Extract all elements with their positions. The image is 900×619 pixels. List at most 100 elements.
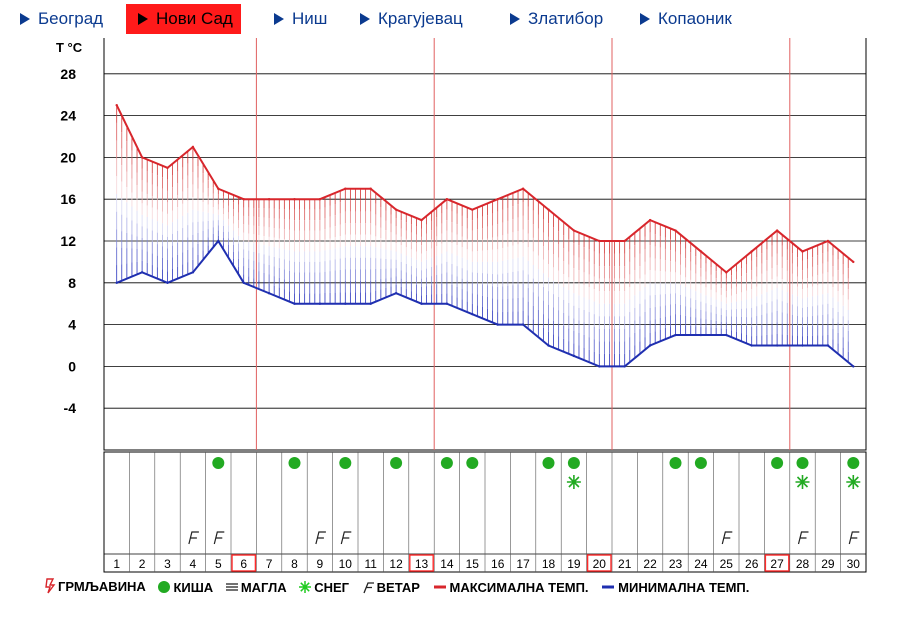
wind-icon: [363, 582, 374, 594]
legend-rain-label: КИША: [173, 579, 214, 595]
max-temp-point: [445, 198, 449, 201]
min-temp-line: [116, 239, 854, 368]
day-label: 30: [847, 557, 861, 571]
max-temp-point: [699, 250, 703, 253]
fog-icon: [225, 583, 238, 591]
max-temp-point: [521, 187, 525, 190]
day-label: 20: [593, 557, 607, 571]
tab-novi-sad[interactable]: Нови Сад: [126, 4, 241, 34]
max-temp-point: [725, 271, 728, 274]
day-label: 10: [339, 557, 353, 571]
day-label: 18: [542, 557, 556, 571]
min-temp-point: [166, 281, 169, 284]
day-label: 16: [491, 557, 505, 571]
min-line-icon: [602, 585, 615, 589]
y-tick-label: 12: [60, 233, 76, 249]
week-day-box: [586, 554, 612, 572]
tab-label: Ниш: [292, 9, 328, 28]
min-temp-point: [140, 271, 144, 274]
legend-wind-label: ВЕТАР: [376, 579, 420, 595]
arrow-right-icon: [20, 13, 30, 25]
max-temp-point: [623, 239, 626, 243]
rain-marker: [339, 457, 352, 469]
day-label: 15: [466, 557, 480, 571]
legend-min-label: МИНИМАЛНА ТЕМП.: [618, 579, 750, 595]
max-temp-point: [318, 198, 322, 201]
rain-icon: [158, 581, 171, 593]
wind-marker: [188, 531, 199, 545]
rain-marker: [466, 457, 479, 469]
legend-fog: МАГЛА: [225, 580, 287, 595]
min-temp-point: [217, 239, 220, 243]
tab-nis[interactable]: Ниш: [274, 4, 327, 34]
tab-kopaonik[interactable]: Копаоник: [640, 4, 732, 34]
max-temp-point: [293, 198, 296, 201]
legend-min: МИНИМАЛНА ТЕМП.: [600, 580, 749, 595]
min-temp-point: [775, 344, 779, 347]
rain-marker: [542, 457, 555, 469]
y-tick-label: 8: [68, 275, 76, 291]
max-temp-point: [547, 208, 550, 211]
rain-marker: [669, 457, 682, 469]
day-label: 2: [139, 557, 146, 571]
day-label: 1: [113, 557, 120, 571]
rain-marker: [847, 457, 860, 469]
max-temp-point: [267, 198, 271, 201]
thunder-icon: [45, 578, 56, 594]
tab-label: Нови Сад: [156, 9, 233, 28]
wind-marker: [797, 531, 809, 545]
min-temp-point: [521, 323, 525, 326]
rain-marker: [567, 457, 580, 469]
week-day-box: [764, 554, 790, 572]
day-label: 6: [240, 557, 247, 571]
min-temp-point: [547, 344, 550, 347]
max-temp-point: [242, 198, 245, 201]
legend-wind: ВЕТАР: [361, 580, 420, 595]
arrow-right-icon: [640, 13, 650, 25]
day-label: 29: [821, 557, 835, 571]
day-label: 4: [190, 557, 197, 571]
tab-label: Београд: [38, 9, 104, 28]
day-label: 8: [291, 557, 298, 571]
day-label: 23: [669, 557, 683, 571]
max-temp-point: [344, 187, 347, 190]
wind-marker: [721, 531, 733, 545]
city-tabs: Београд Нови Сад Ниш Крагујевац Златибор…: [0, 0, 900, 38]
tab-kragujevac[interactable]: Крагујевац: [360, 4, 463, 34]
tab-zlatibor[interactable]: Златибор: [510, 4, 603, 34]
max-temp-point: [674, 229, 677, 232]
legend-max-label: МАКСИМАЛНА ТЕМП.: [449, 579, 589, 595]
min-temp-point: [801, 344, 804, 347]
min-temp-point: [496, 323, 499, 326]
max-temp-point: [775, 229, 779, 232]
max-temp-point: [420, 218, 423, 222]
day-label: 24: [694, 557, 708, 571]
legend-snow-label: СНЕГ: [314, 579, 350, 595]
day-label: 25: [720, 557, 734, 571]
tab-label: Крагујевац: [378, 9, 463, 28]
y-tick-label: 4: [68, 317, 76, 333]
legend-max: МАКСИМАЛНА ТЕМП.: [432, 580, 589, 595]
snow-marker: [566, 475, 581, 489]
y-tick-label: 16: [60, 191, 76, 207]
max-temp-point: [598, 239, 601, 243]
legend-rain: КИША: [157, 580, 213, 595]
y-axis-label: T °C: [56, 40, 83, 55]
min-temp-point: [394, 292, 398, 295]
tab-beograd[interactable]: Београд: [20, 4, 103, 34]
max-temp-line: [115, 104, 854, 274]
snow-icon: [299, 581, 312, 593]
week-day-box: [231, 554, 257, 572]
max-temp-point: [191, 145, 195, 149]
day-label: 27: [770, 557, 784, 571]
max-line-icon: [433, 585, 446, 589]
y-tick-label: 24: [60, 108, 76, 124]
day-label: 5: [215, 557, 222, 571]
max-temp-point: [140, 156, 144, 159]
rain-marker: [694, 457, 707, 469]
legend-thunder: ГРМЉАВИНА: [44, 578, 146, 594]
min-temp-point: [852, 365, 855, 368]
snow-marker: [795, 475, 810, 489]
min-temp-point: [191, 271, 195, 274]
